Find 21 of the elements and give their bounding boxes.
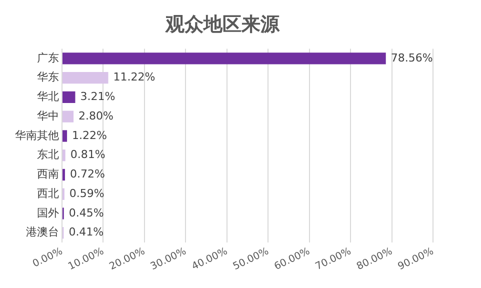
y-tick-label: 华东 bbox=[37, 70, 59, 84]
data-label: 0.41% bbox=[68, 226, 104, 239]
y-tick-label: 港澳台 bbox=[26, 226, 59, 239]
data-label: 78.56% bbox=[390, 51, 433, 64]
chart-title: 观众地区来源 bbox=[164, 13, 280, 36]
data-label: 0.45% bbox=[68, 206, 104, 220]
data-label: 0.81% bbox=[70, 148, 106, 162]
data-label: 2.80% bbox=[78, 109, 114, 122]
data-label: 0.72% bbox=[70, 168, 105, 181]
y-tick-label: 华中 bbox=[37, 109, 59, 122]
y-tick-label: 西南 bbox=[37, 168, 59, 181]
data-label: 11.22% bbox=[113, 70, 156, 84]
y-tick-label: 东北 bbox=[37, 148, 59, 162]
y-tick-label: 国外 bbox=[37, 206, 59, 220]
y-tick-label: 华北 bbox=[37, 90, 59, 104]
data-label: 1.22% bbox=[72, 128, 107, 142]
data-label: 3.21% bbox=[80, 90, 116, 104]
data-label: 0.59% bbox=[69, 186, 104, 200]
y-tick-label: 西北 bbox=[37, 186, 59, 200]
y-tick-label: 广东 bbox=[37, 51, 59, 64]
y-tick-label: 华南其他 bbox=[15, 128, 59, 142]
